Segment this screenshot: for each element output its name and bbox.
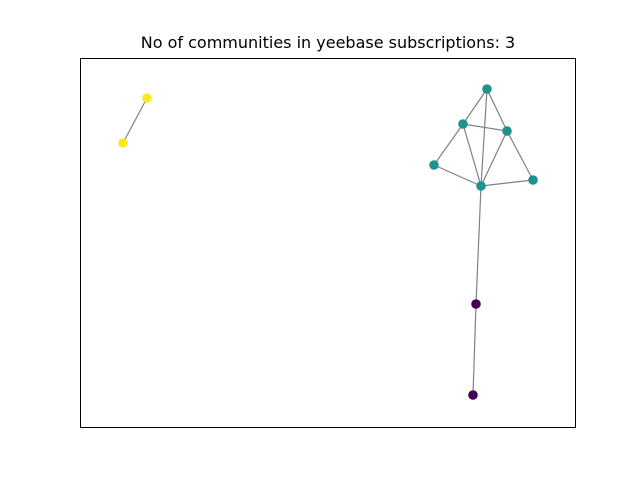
edge-n5-n8 bbox=[506, 130, 534, 181]
node-n3 bbox=[482, 84, 492, 94]
axes-frame bbox=[80, 58, 576, 428]
edge-n5-n7 bbox=[480, 130, 508, 187]
edge-n9-n10 bbox=[472, 303, 477, 396]
node-n9 bbox=[471, 299, 481, 309]
edges-layer bbox=[122, 88, 534, 396]
edge-n4-n6 bbox=[433, 123, 464, 166]
nodes-layer bbox=[118, 84, 538, 400]
node-n1 bbox=[142, 93, 152, 103]
edge-n7-n9 bbox=[475, 185, 482, 305]
node-n2 bbox=[118, 138, 128, 148]
node-n7 bbox=[476, 181, 486, 191]
node-n10 bbox=[468, 390, 478, 400]
edge-n7-n8 bbox=[480, 179, 534, 187]
edge-n3-n7 bbox=[480, 88, 488, 187]
chart-title: No of communities in yeebase subscriptio… bbox=[140, 33, 516, 52]
edge-n6-n7 bbox=[433, 164, 482, 187]
edge-n3-n4 bbox=[462, 88, 488, 125]
node-n8 bbox=[528, 175, 538, 185]
edge-n4-n7 bbox=[462, 123, 482, 187]
node-n4 bbox=[458, 119, 468, 129]
node-n5 bbox=[502, 126, 512, 136]
edge-n4-n5 bbox=[462, 123, 508, 132]
edge-n3-n5 bbox=[486, 88, 508, 132]
edge-n1-n2 bbox=[122, 97, 148, 144]
node-n6 bbox=[429, 160, 439, 170]
